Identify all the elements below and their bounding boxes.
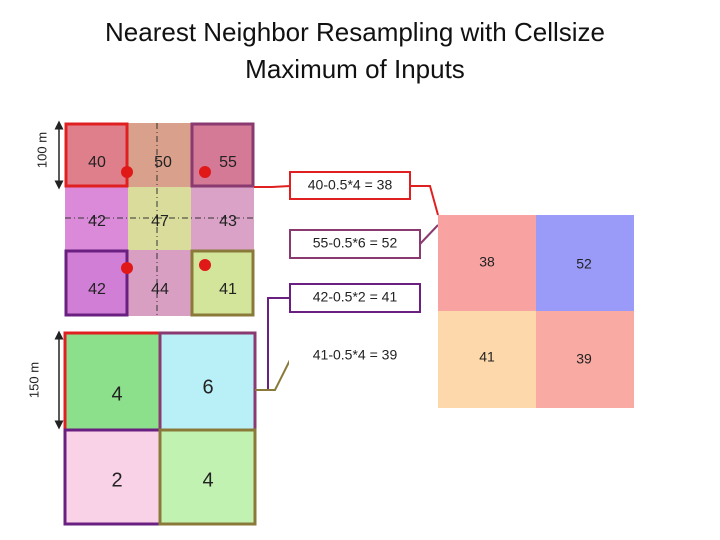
cell-value: 40 [88, 154, 106, 171]
cell-value: 55 [219, 154, 237, 171]
cell-value: 44 [151, 281, 169, 298]
cell-value: 39 [576, 351, 592, 367]
cell-value: 42 [88, 281, 106, 298]
formula-box [289, 229, 421, 259]
formula: 41-0.5*4 = 39 [313, 347, 398, 363]
cell-value: 6 [202, 376, 213, 398]
cell-value: 4 [202, 469, 213, 491]
title: Nearest Neighbor Resampling with Cellsiz… [105, 17, 605, 84]
connectors [254, 185, 439, 391]
formula-box [289, 283, 421, 313]
cell-value: 43 [219, 213, 237, 230]
cell-value: 47 [151, 213, 169, 230]
cell-value: 42 [88, 213, 106, 230]
cell-value: 2 [111, 469, 122, 491]
formula-box [289, 171, 411, 200]
scale-label: 100 m [34, 132, 49, 168]
weight-grid: 4 6 2 4 [63, 331, 257, 526]
cell-value: 52 [576, 256, 592, 272]
cell-value: 4 [111, 383, 122, 405]
formula: 42-0.5*2 = 41 [313, 289, 398, 305]
formula: 55-0.5*6 = 52 [313, 235, 398, 251]
scale-label: 150 m [26, 362, 41, 398]
formula-box [289, 341, 421, 370]
formula: 40-0.5*4 = 38 [308, 177, 393, 193]
cell-value: 41 [219, 281, 237, 298]
input-grid: 40 50 55 42 47 43 42 44 41 [64, 122, 255, 317]
cell-value: 41 [479, 349, 495, 365]
output-grid: 38 52 41 39 [438, 215, 634, 408]
cell-value: 50 [154, 154, 172, 171]
cell-value: 38 [479, 254, 495, 270]
